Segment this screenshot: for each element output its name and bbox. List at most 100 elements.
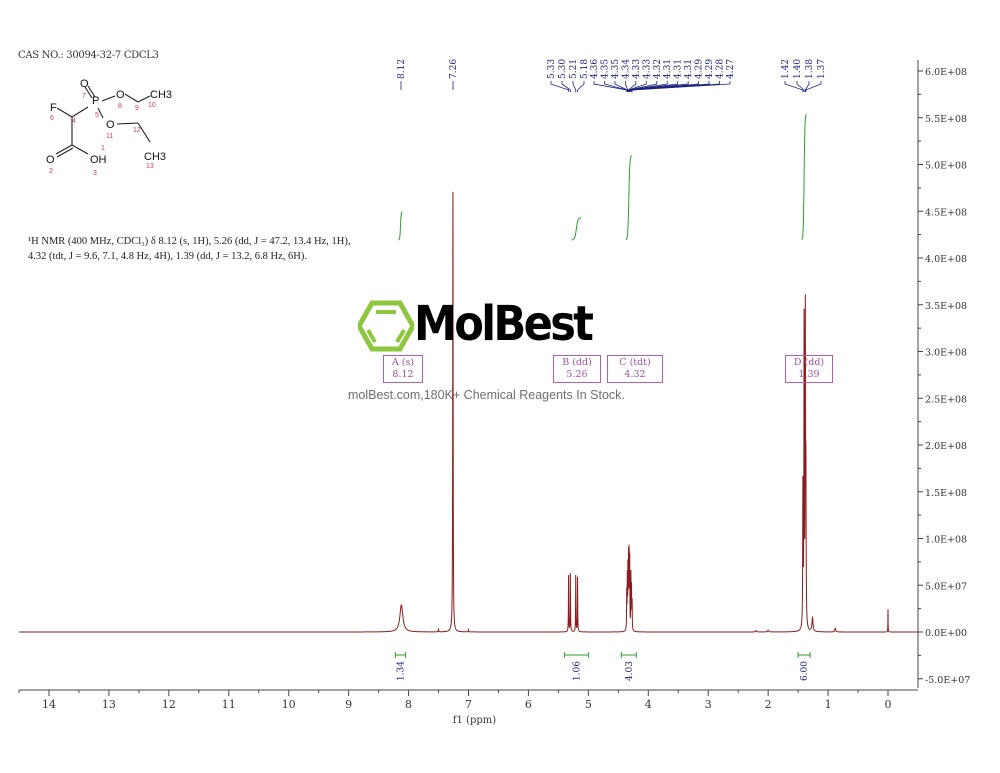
integral-range-bar [394,652,407,658]
peak-label: 4.31 [663,59,673,79]
peak-label: 5.33 [547,59,557,79]
spectrum-line [19,191,918,633]
integral-value: 4.03 [625,661,635,681]
integral-value: 6.00 [800,661,810,681]
integral-curve [398,211,403,241]
peak-label-connector [628,81,658,92]
peak-label: 1.42 [781,59,791,79]
peak-label: 4.32 [653,59,663,79]
peak-label: 7.26 [449,59,459,79]
x-tick-label: 1 [825,698,832,711]
peak-label: 5.30 [558,59,568,79]
integral-value: 1.34 [396,661,406,681]
multiplet-id: A [391,357,399,368]
atom-number: 9 [135,105,139,112]
y-tick-label: 0.0E+00 [925,628,967,639]
x-tick-label: 9 [345,698,352,711]
atom-number: 5 [95,112,99,119]
x-axis-label: f1 (ppm) [453,715,496,726]
multiplet-id: C [619,357,627,368]
peak-label-connector [614,81,628,92]
y-tick-label: 1.0E+08 [925,535,967,546]
y-tick-label: 2.5E+08 [925,394,967,405]
x-tick-label: 5 [585,698,592,711]
x-tick-label: 13 [102,698,116,711]
y-tick-label: 1.5E+08 [925,488,967,499]
x-tick-label: 12 [162,698,176,711]
peak-label: 4.29 [705,59,715,79]
y-tick-label: 3.5E+08 [925,301,967,312]
peak-label-connector [550,81,569,92]
watermark-tagline: molBest.com,180K+ Chemical Reagents In S… [348,388,625,402]
multiplet-type: (dd) [804,357,825,368]
peak-label: 4.29 [695,59,705,79]
x-tick-label: 7 [465,698,472,711]
integral-range-bar [563,652,589,658]
peak-label-connector [572,81,577,92]
multiplet-box-d: D (dd) 1.39 [785,355,833,383]
peak-label: 4.31 [674,59,684,79]
y-tick-label: 4.0E+08 [925,254,967,265]
peak-label-connector [577,81,585,92]
chemical-structure: F P O O CH3 O O OH CH3 1 2 3 4 5 6 7 8 9… [46,78,172,177]
integral-value: 1.06 [572,661,582,681]
peak-label-connector [593,81,628,92]
y-tick-label: 5.0E+08 [925,161,967,172]
atom-number: 4 [72,118,76,125]
peak-label-connector [629,81,689,92]
atom-O2: O [46,154,55,166]
integral-curve [625,155,633,241]
multiplet-shift: 8.12 [392,369,414,380]
peak-label: 1.40 [793,59,803,79]
x-tick-label: 3 [705,698,712,711]
atom-O8: O [116,89,125,101]
multiplet-type: (tdt) [629,357,651,368]
atom-number: 6 [50,115,54,122]
y-tick-label: 5.0E+07 [925,581,967,592]
atom-number: 12 [133,127,141,134]
integral-curve [571,217,582,241]
peak-label: 4.33 [632,59,642,79]
atom-P: P [92,95,99,107]
peak-label: 1.38 [805,59,815,79]
peak-label: 4.28 [716,59,726,79]
y-tick-label: 3.0E+08 [925,348,967,359]
peak-label: 5.21 [569,59,579,79]
peak-label: 5.18 [580,59,590,79]
multiplet-box-b: B (dd) 5.26 [553,355,601,383]
y-tick-label: 4.5E+08 [925,207,967,218]
integral-range-bar [620,652,637,658]
x-tick-label: 0 [885,698,892,711]
atom-number: 7 [82,93,86,100]
atom-number: 10 [148,102,156,109]
atom-number: 3 [93,170,97,177]
peak-label: 4.34 [621,59,631,79]
peak-label: 4.27 [726,59,736,79]
multiplet-id: D [793,357,802,368]
nmr-description-line: 4.32 (tdt, J = 9.6, 7.1, 4.8 Hz, 4H), 1.… [28,251,307,262]
integral-range-bar [797,652,811,658]
atom-number: 13 [146,163,154,170]
x-tick-label: 14 [42,698,56,711]
peak-label-connector [561,81,571,92]
peak-label: 1.37 [817,59,827,79]
watermark-brand: MolBest [414,296,594,352]
multiplet-type: (s) [401,357,415,368]
cas-number-label: CAS NO.: 30094-32-7 CDCL3 [18,50,159,61]
y-tick-label: 2.0E+08 [925,441,967,452]
x-tick-label: 10 [282,698,296,711]
x-tick-label: 2 [765,698,772,711]
peak-label-connector [624,81,629,92]
integral-curve [801,113,807,241]
peak-label-connector [796,81,805,92]
peak-label: 4.31 [684,59,694,79]
multiplet-id: B [562,357,570,368]
atom-OH: OH [90,154,107,166]
y-tick-label: -5.0E+07 [925,675,970,686]
atom-number: 11 [106,133,113,140]
peak-label: 4.36 [590,59,600,79]
atom-F: F [50,102,57,114]
atom-O-double: O [80,78,89,90]
atom-number: 2 [49,168,53,175]
